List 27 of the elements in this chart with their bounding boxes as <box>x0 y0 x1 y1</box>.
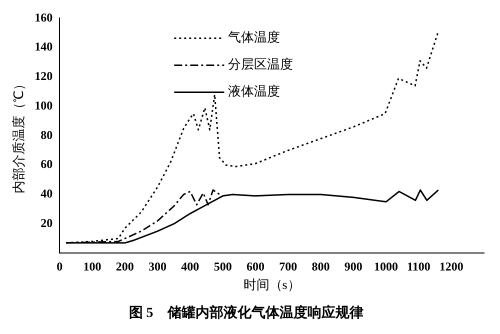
x-tick-label: 100 <box>83 259 102 274</box>
x-tick-label: 600 <box>246 259 264 274</box>
x-tick-label: 400 <box>181 259 200 274</box>
legend-label: 气体温度 <box>228 30 280 45</box>
y-tick-label: 160 <box>34 10 53 24</box>
x-tick-label: 300 <box>148 259 167 274</box>
x-tick-label: 0 <box>56 259 63 274</box>
x-tick-label: 500 <box>214 259 232 274</box>
y-tick-label: 40 <box>40 186 53 201</box>
x-axis-title: 时间（s） <box>243 276 300 292</box>
y-tick-label: 20 <box>40 216 53 230</box>
y-tick-label: 60 <box>40 157 53 172</box>
x-tick-label: 800 <box>312 259 330 274</box>
text: 图 5 储罐内部液化气体温度响应规律 <box>128 304 364 322</box>
x-tick-label: 1100 <box>407 259 430 274</box>
legend-label: 分层区温度 <box>228 56 294 72</box>
y-tick-label: 100 <box>34 98 53 112</box>
x-tick-label: 1200 <box>439 259 464 274</box>
y-axis-title: 内部介质温度（℃） <box>11 78 26 194</box>
y-tick-label: 140 <box>34 40 53 54</box>
x-tick-label: 700 <box>279 259 298 274</box>
y-tick-label: 80 <box>40 128 53 142</box>
x-tick-label: 1000 <box>374 259 398 274</box>
y-tick-label: 120 <box>34 69 53 84</box>
x-tick-label: 900 <box>344 259 362 274</box>
x-tick-label: 200 <box>116 259 134 274</box>
legend-label: 液体温度 <box>228 84 280 99</box>
